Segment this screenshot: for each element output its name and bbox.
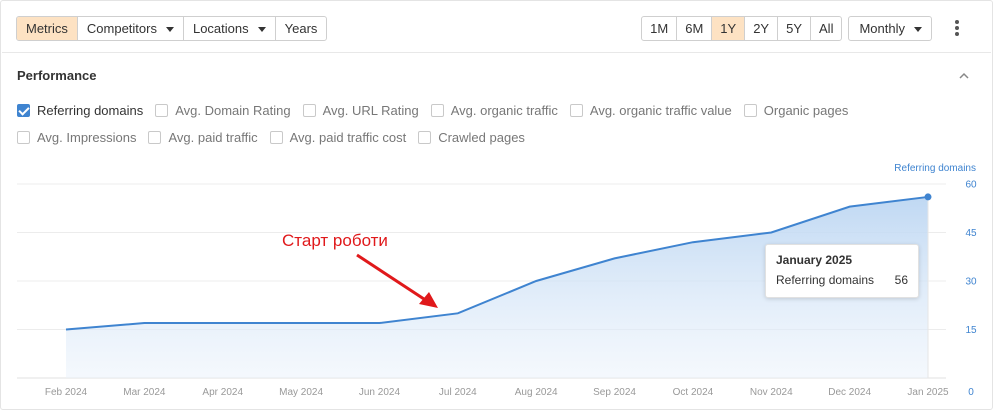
main-tabs: Metrics Competitors Locations Years bbox=[16, 16, 328, 41]
tab-competitors[interactable]: Competitors bbox=[76, 17, 183, 40]
metric-label: Avg. Impressions bbox=[37, 129, 137, 145]
referring-domains-chart: Feb 2024 Mar 2024 Apr 2024 May 2024 Jun 2024… bbox=[17, 163, 977, 398]
checkbox-icon bbox=[569, 103, 583, 117]
y-tick-label: 30 bbox=[965, 277, 977, 288]
data-point[interactable] bbox=[924, 193, 932, 201]
range-option-6m[interactable]: 6M bbox=[676, 17, 711, 40]
metric-label: Avg. Domain Rating bbox=[175, 102, 291, 118]
x-tick-label: May 2024 bbox=[279, 387, 323, 398]
metric-checkbox[interactable]: Avg. Domain Rating bbox=[155, 102, 291, 118]
metric-row: Avg. Impressions Avg. paid traffic Avg. pa… bbox=[17, 128, 917, 146]
y-tick-label: 15 bbox=[965, 325, 977, 336]
range-option-all[interactable]: All bbox=[810, 17, 841, 40]
metric-label: Avg. URL Rating bbox=[322, 102, 419, 118]
tab-group: Metrics Competitors Locations Years bbox=[16, 16, 328, 41]
metric-label: Crawled pages bbox=[438, 129, 525, 145]
right-axis-series-label: Referring domains bbox=[894, 163, 976, 174]
metric-checkbox[interactable]: Avg. Impressions bbox=[17, 130, 136, 145]
metric-label: Avg. paid traffic bbox=[168, 129, 258, 145]
metric-checkbox[interactable]: Avg. paid traffic bbox=[148, 129, 258, 145]
annotation-arrow bbox=[356, 253, 438, 308]
tooltip-series-label: Referring domains bbox=[776, 273, 875, 287]
x-tick-label: Jan 2025 bbox=[907, 387, 949, 398]
metric-label: Avg. organic traffic value bbox=[589, 102, 732, 118]
checkbox-icon bbox=[302, 103, 316, 117]
x-tick-label: Feb 2024 bbox=[45, 387, 88, 398]
checkbox-icon bbox=[418, 130, 432, 144]
x-tick-label: Aug 2024 bbox=[515, 387, 558, 398]
x-tick-label: Apr 2024 bbox=[202, 387, 243, 398]
metric-label: Organic pages bbox=[763, 102, 849, 118]
range-controls: 1M 6M 1Y 2Y 5Y All Monthly bbox=[641, 16, 932, 41]
range-selector: 1M 6M 1Y 2Y 5Y All bbox=[641, 16, 843, 41]
checkbox-checked-icon bbox=[17, 103, 30, 117]
chevron-down-icon bbox=[914, 27, 922, 32]
x-tick-label: Sep 2024 bbox=[593, 387, 636, 398]
series-area bbox=[66, 196, 928, 378]
y-tick-label: 0 bbox=[968, 387, 974, 398]
range-option-1y[interactable]: 1Y bbox=[711, 17, 745, 40]
chart-tooltip: January 2025 Referring domains 56 bbox=[765, 244, 919, 298]
metric-row: Referring domains Avg. Domain Rating Avg. … bbox=[17, 101, 917, 119]
tab-label: Years bbox=[284, 21, 318, 36]
interval-dropdown[interactable]: Monthly bbox=[848, 16, 932, 41]
tab-years[interactable]: Years bbox=[274, 17, 327, 40]
metric-checkbox[interactable]: Avg. organic traffic bbox=[430, 102, 558, 118]
tab-metrics[interactable]: Metrics bbox=[17, 17, 77, 40]
tab-label: Competitors bbox=[86, 21, 157, 36]
metric-checkbox[interactable]: Referring domains bbox=[17, 103, 143, 118]
metric-checkbox[interactable]: Avg. paid traffic cost bbox=[269, 129, 407, 145]
annotation-text: Старт роботи bbox=[282, 231, 388, 250]
checkbox-icon bbox=[155, 103, 169, 117]
divider bbox=[2, 52, 991, 53]
tab-label: Metrics bbox=[26, 21, 68, 36]
metric-checkbox[interactable]: Crawled pages bbox=[418, 130, 525, 145]
range-option-1m[interactable]: 1M bbox=[650, 21, 669, 36]
metric-checkbox[interactable]: Avg. organic traffic value bbox=[569, 102, 732, 118]
x-tick-label: Oct 2024 bbox=[673, 387, 714, 398]
chevron-down-icon bbox=[165, 27, 174, 32]
series-line bbox=[65, 195, 929, 331]
tooltip-title: January 2025 bbox=[776, 253, 853, 267]
metric-label: Avg. organic traffic bbox=[450, 102, 558, 118]
x-tick-label: Dec 2024 bbox=[828, 387, 871, 398]
x-tick-label: Jul 2024 bbox=[439, 387, 477, 398]
chevron-down-icon bbox=[257, 27, 266, 32]
checkbox-icon bbox=[430, 103, 444, 117]
metric-checkboxes: Referring domains Avg. Domain Rating Avg. … bbox=[17, 101, 917, 155]
section-title: Performance bbox=[17, 68, 97, 83]
tooltip-value: 56 bbox=[894, 273, 908, 287]
more-options-icon[interactable] bbox=[952, 20, 962, 36]
tab-locations[interactable]: Locations bbox=[182, 17, 275, 40]
x-tick-label: Nov 2024 bbox=[750, 387, 793, 398]
y-tick-label: 45 bbox=[965, 228, 977, 239]
y-tick-label: 60 bbox=[965, 180, 977, 191]
metric-checkbox[interactable]: Avg. URL Rating bbox=[302, 102, 419, 118]
tab-label: Locations bbox=[192, 21, 249, 36]
interval-label: Monthly bbox=[859, 21, 905, 36]
checkbox-icon bbox=[269, 130, 283, 144]
checkbox-icon bbox=[743, 103, 757, 117]
metric-checkbox[interactable]: Organic pages bbox=[743, 102, 849, 118]
range-option-2y[interactable]: 2Y bbox=[744, 17, 777, 40]
x-tick-label: Mar 2024 bbox=[123, 387, 166, 398]
checkbox-icon bbox=[148, 130, 162, 144]
x-tick-label: Jun 2024 bbox=[359, 387, 401, 398]
chevron-up-icon[interactable] bbox=[959, 71, 969, 81]
metric-label: Referring domains bbox=[37, 102, 144, 118]
range-option-5y[interactable]: 5Y bbox=[777, 17, 810, 40]
checkbox-icon bbox=[17, 130, 30, 144]
metric-label: Avg. paid traffic cost bbox=[289, 129, 407, 145]
